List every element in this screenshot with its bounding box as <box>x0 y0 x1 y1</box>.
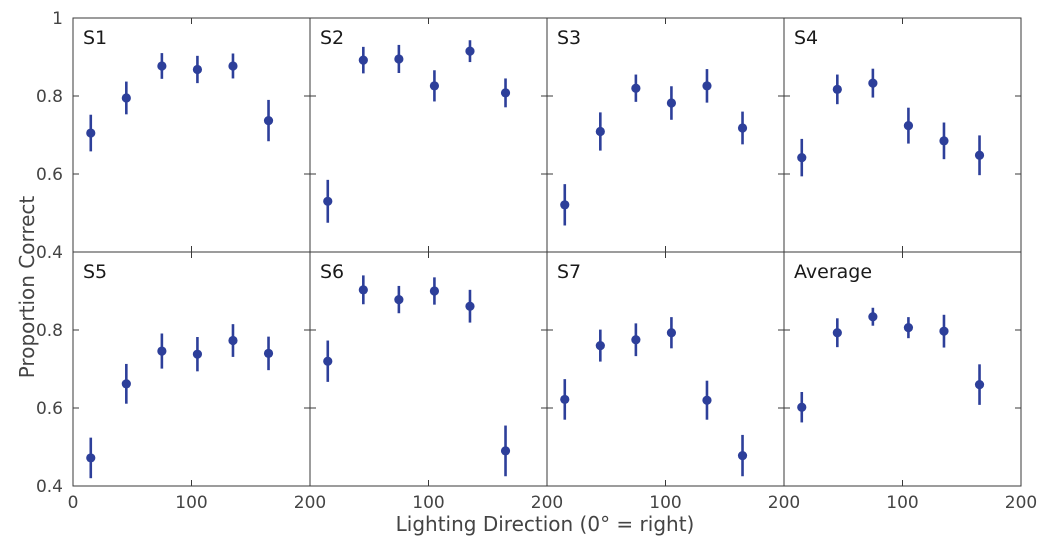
data-point <box>500 88 511 98</box>
y-tick-label: 0.6 <box>36 399 63 419</box>
panel-s4: S4 <box>783 17 1022 253</box>
data-point <box>737 450 748 461</box>
x-tick-label: 0 <box>68 493 79 513</box>
data-point <box>631 335 641 345</box>
panel-title: S1 <box>83 27 107 49</box>
panel-s3: S3 <box>546 17 785 253</box>
x-tick-label: 100 <box>886 493 918 513</box>
panel-title: S7 <box>557 261 581 283</box>
panel-frame <box>72 17 311 253</box>
data-point <box>192 349 203 359</box>
x-axis-label: Lighting Direction (0° = right) <box>396 512 695 536</box>
panel-frame <box>309 251 548 487</box>
y-tick-labels: 1 0.8 0.6 0.4 0.8 0.6 0.4 <box>36 9 63 497</box>
data-point <box>86 453 96 463</box>
data-point <box>500 446 511 456</box>
panels-grid: S1 S2 S3 S4 S5 S6 S7 Average <box>72 17 1022 487</box>
data-point <box>358 55 368 65</box>
y-tick-label: 0.4 <box>36 477 63 497</box>
panel-s7: S7 <box>546 251 785 487</box>
data-point <box>429 81 440 91</box>
x-tick-label: 200 <box>1005 493 1037 513</box>
data-point <box>86 128 96 138</box>
x-tick-label: 100 <box>412 493 444 513</box>
panel-frame <box>309 17 548 253</box>
data-point <box>631 83 641 93</box>
data-point <box>263 348 274 358</box>
panel-s5: S5 <box>72 251 311 487</box>
data-point <box>595 126 605 137</box>
data-point <box>868 312 878 322</box>
data-point <box>595 341 605 351</box>
data-point <box>323 196 333 206</box>
panel-frame <box>546 17 785 253</box>
data-point <box>939 136 949 146</box>
y-tick-label: 0.4 <box>36 243 63 263</box>
data-point <box>702 81 712 91</box>
data-point <box>560 394 570 405</box>
data-point <box>465 301 475 311</box>
data-point <box>666 98 677 108</box>
data-point <box>868 78 878 88</box>
data-point <box>465 46 475 56</box>
x-tick-label: 100 <box>649 493 681 513</box>
panel-s6: S6 <box>309 251 548 487</box>
data-point <box>666 328 677 338</box>
panel-title: S2 <box>320 27 344 49</box>
panel-title: S4 <box>794 27 818 49</box>
panel-frame <box>72 251 311 487</box>
data-point <box>429 286 440 296</box>
data-point <box>192 64 203 75</box>
data-point <box>797 402 807 412</box>
data-point <box>903 323 914 333</box>
data-point <box>263 115 274 126</box>
data-point <box>903 121 914 131</box>
data-point <box>974 150 985 160</box>
data-point <box>974 380 985 390</box>
data-point <box>228 61 238 71</box>
data-point <box>394 54 404 64</box>
y-tick-label: 0.6 <box>36 165 63 185</box>
y-tick-label: 1 <box>52 9 63 29</box>
data-point <box>702 395 712 405</box>
x-tick-label: 100 <box>175 493 207 513</box>
data-point <box>560 200 570 210</box>
data-point <box>157 346 167 356</box>
data-point <box>228 335 238 346</box>
panel-title: S6 <box>320 261 344 283</box>
panel-title: S3 <box>557 27 581 49</box>
panel-title: S5 <box>83 261 107 283</box>
panel-s2: S2 <box>309 17 548 253</box>
data-point <box>832 328 842 338</box>
data-point <box>797 153 807 163</box>
data-point <box>157 61 167 71</box>
panel-average: Average <box>783 251 1022 487</box>
data-point <box>358 285 368 295</box>
y-tick-label: 0.8 <box>36 87 63 107</box>
data-point <box>394 294 404 305</box>
data-point <box>832 84 842 94</box>
data-point <box>737 123 748 133</box>
x-tick-labels: 0 100 200 100 200 100 200 100 200 <box>68 493 1038 513</box>
x-tick-label: 200 <box>294 493 326 513</box>
y-axis-label: Proportion Correct <box>15 196 39 379</box>
data-point <box>323 356 333 366</box>
y-tick-label: 0.8 <box>36 321 63 341</box>
data-point <box>121 93 131 103</box>
panel-title: Average <box>794 261 872 283</box>
x-tick-label: 200 <box>531 493 563 513</box>
x-tick-label: 200 <box>768 493 800 513</box>
panel-frame <box>783 17 1022 253</box>
panel-frame <box>783 251 1022 487</box>
data-point <box>121 379 131 389</box>
panel-s1: S1 <box>72 17 311 253</box>
data-point <box>939 326 949 336</box>
panel-frame <box>546 251 785 487</box>
